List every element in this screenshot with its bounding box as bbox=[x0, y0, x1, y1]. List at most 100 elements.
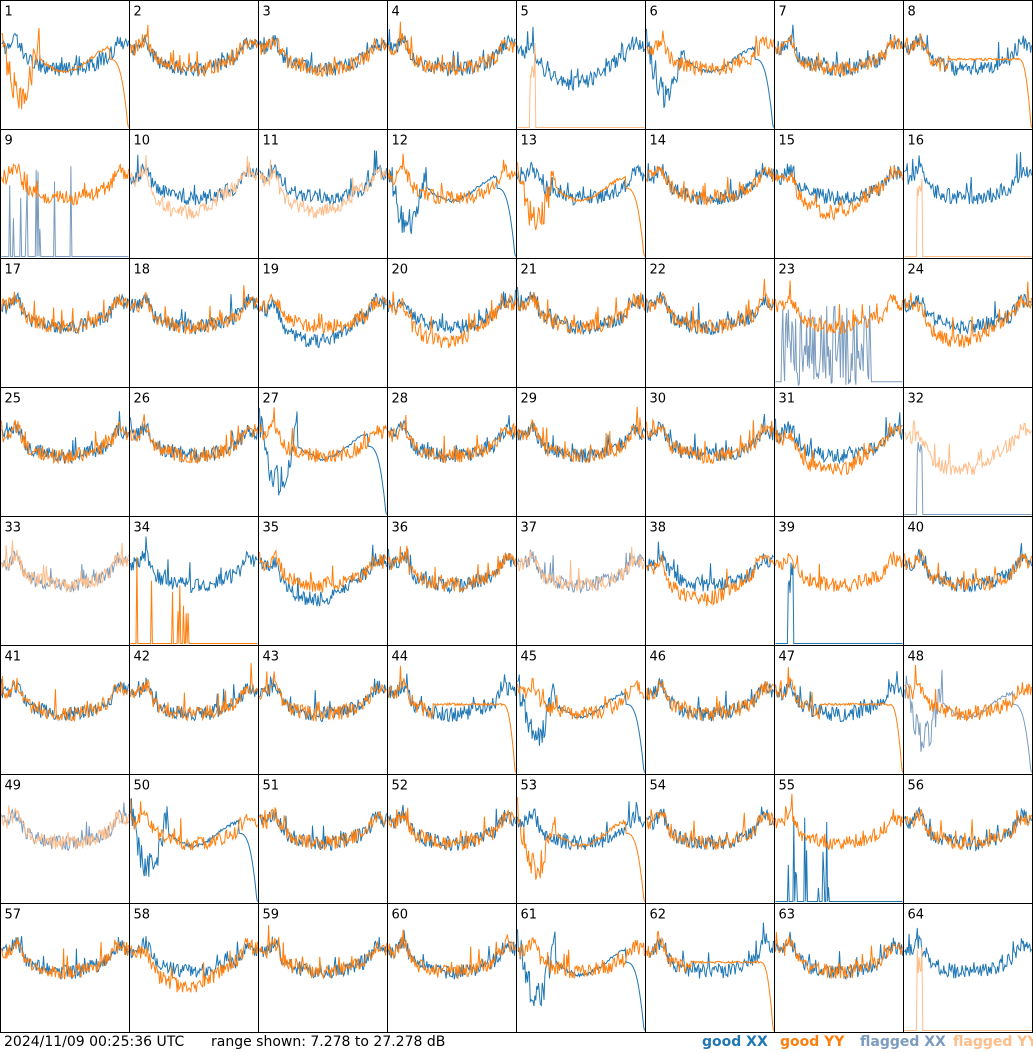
panel-32: 32 bbox=[903, 387, 1033, 517]
series-yy-64 bbox=[904, 946, 1032, 1031]
range-label: range shown: 7.278 to 27.278 dB bbox=[211, 1034, 446, 1050]
panel-label: 38 bbox=[650, 521, 667, 536]
panel-label: 42 bbox=[134, 650, 151, 665]
panel-13: 13 bbox=[516, 129, 646, 259]
series-yy-30 bbox=[646, 418, 774, 465]
panel-label: 24 bbox=[908, 263, 925, 278]
series-yy-61 bbox=[517, 937, 645, 979]
panel-frame bbox=[774, 387, 904, 517]
panel-17: 17 bbox=[0, 258, 130, 388]
panel-frame bbox=[258, 0, 388, 130]
panel-label: 8 bbox=[908, 5, 916, 20]
panel-26: 26 bbox=[129, 387, 259, 517]
series-yy-31 bbox=[775, 422, 903, 477]
panel-frame bbox=[258, 258, 388, 388]
panel-frame bbox=[516, 903, 646, 1033]
panel-frame bbox=[645, 129, 775, 259]
panel-label: 39 bbox=[779, 521, 796, 536]
series-xx-35 bbox=[259, 544, 387, 607]
series-yy-40 bbox=[904, 548, 1032, 592]
panel-label: 47 bbox=[779, 650, 796, 665]
panel-59: 59 bbox=[258, 903, 388, 1033]
panel-57: 57 bbox=[0, 903, 130, 1033]
panel-37: 37 bbox=[516, 516, 646, 646]
panel-52: 52 bbox=[387, 774, 517, 904]
series-yy-59 bbox=[259, 924, 387, 979]
series-yy-54 bbox=[646, 809, 774, 851]
series-yy-27 bbox=[259, 407, 387, 463]
series-yy-19 bbox=[259, 293, 387, 335]
series-yy-46 bbox=[646, 680, 774, 722]
series-xx-34 bbox=[130, 536, 258, 594]
panel-label: 55 bbox=[779, 779, 796, 794]
series-xx-16 bbox=[904, 152, 1032, 205]
panel-label: 4 bbox=[392, 5, 400, 20]
panel-frame bbox=[258, 903, 388, 1033]
footer: 2024/11/09 00:25:36 UTC range shown: 7.2… bbox=[0, 1033, 1033, 1053]
panel-label: 52 bbox=[392, 779, 409, 794]
series-xx-30 bbox=[646, 413, 774, 462]
series-yy-4 bbox=[388, 21, 516, 76]
panel-label: 50 bbox=[134, 779, 151, 794]
panel-frame bbox=[903, 0, 1033, 130]
panel-51: 51 bbox=[258, 774, 388, 904]
panel-11: 11 bbox=[258, 129, 388, 259]
panel-10: 10 bbox=[129, 129, 259, 259]
series-xx-62 bbox=[646, 922, 774, 979]
series-xx-1 bbox=[1, 33, 129, 77]
panel-label: 36 bbox=[392, 521, 409, 536]
series-xx-63 bbox=[775, 931, 903, 981]
series-yy-3 bbox=[259, 36, 387, 77]
panel-frame bbox=[774, 129, 904, 259]
panel-9: 9 bbox=[0, 129, 130, 259]
series-yy-33 bbox=[1, 540, 129, 593]
series-xx-24 bbox=[904, 293, 1032, 335]
series-yy-48 bbox=[904, 664, 1032, 722]
panel-frame bbox=[516, 645, 646, 775]
series-xx-6 bbox=[646, 28, 774, 128]
panel-label: 44 bbox=[392, 650, 409, 665]
panel-frame bbox=[0, 774, 130, 904]
panel-33: 33 bbox=[0, 516, 130, 646]
panel-20: 20 bbox=[387, 258, 517, 388]
panel-label: 49 bbox=[5, 779, 22, 794]
panel-27: 27 bbox=[258, 387, 388, 517]
series-yy-50 bbox=[130, 798, 258, 851]
series-xx-15 bbox=[775, 163, 903, 206]
series-xx-61 bbox=[517, 929, 645, 1031]
series-xx-11 bbox=[259, 150, 387, 206]
panel-label: 1 bbox=[5, 5, 13, 20]
series-xx-47 bbox=[775, 671, 903, 722]
panel-label: 19 bbox=[263, 263, 280, 278]
panel-label: 53 bbox=[521, 779, 538, 794]
series-xx-64 bbox=[904, 927, 1032, 979]
panel-frame bbox=[0, 387, 130, 517]
series-yy-43 bbox=[259, 671, 387, 722]
panel-60: 60 bbox=[387, 903, 517, 1033]
series-yy-22 bbox=[646, 278, 774, 335]
legend-good-yy: good YY bbox=[780, 1034, 845, 1050]
panel-label: 48 bbox=[908, 650, 925, 665]
panel-label: 18 bbox=[134, 263, 151, 278]
panel-61: 61 bbox=[516, 903, 646, 1033]
series-xx-13 bbox=[517, 161, 645, 206]
series-yy-39 bbox=[775, 551, 903, 593]
panel-label: 3 bbox=[263, 5, 271, 20]
panel-56: 56 bbox=[903, 774, 1033, 904]
panel-41: 41 bbox=[0, 645, 130, 775]
panel-label: 59 bbox=[263, 908, 280, 923]
panel-8: 8 bbox=[903, 0, 1033, 130]
series-yy-2 bbox=[130, 24, 258, 77]
panel-44: 44 bbox=[387, 645, 517, 775]
panel-label: 43 bbox=[263, 650, 280, 665]
series-yy-21 bbox=[517, 291, 645, 336]
series-yy-16 bbox=[904, 178, 1032, 257]
panel-label: 58 bbox=[134, 908, 151, 923]
panel-label: 26 bbox=[134, 392, 151, 407]
panel-4: 4 bbox=[387, 0, 517, 130]
series-yy-26 bbox=[130, 414, 258, 465]
legend-flagged-yy: flagged YY bbox=[953, 1034, 1033, 1050]
series-yy-9 bbox=[1, 162, 129, 206]
series-xx-2 bbox=[130, 34, 258, 77]
series-yy-55 bbox=[775, 793, 903, 851]
